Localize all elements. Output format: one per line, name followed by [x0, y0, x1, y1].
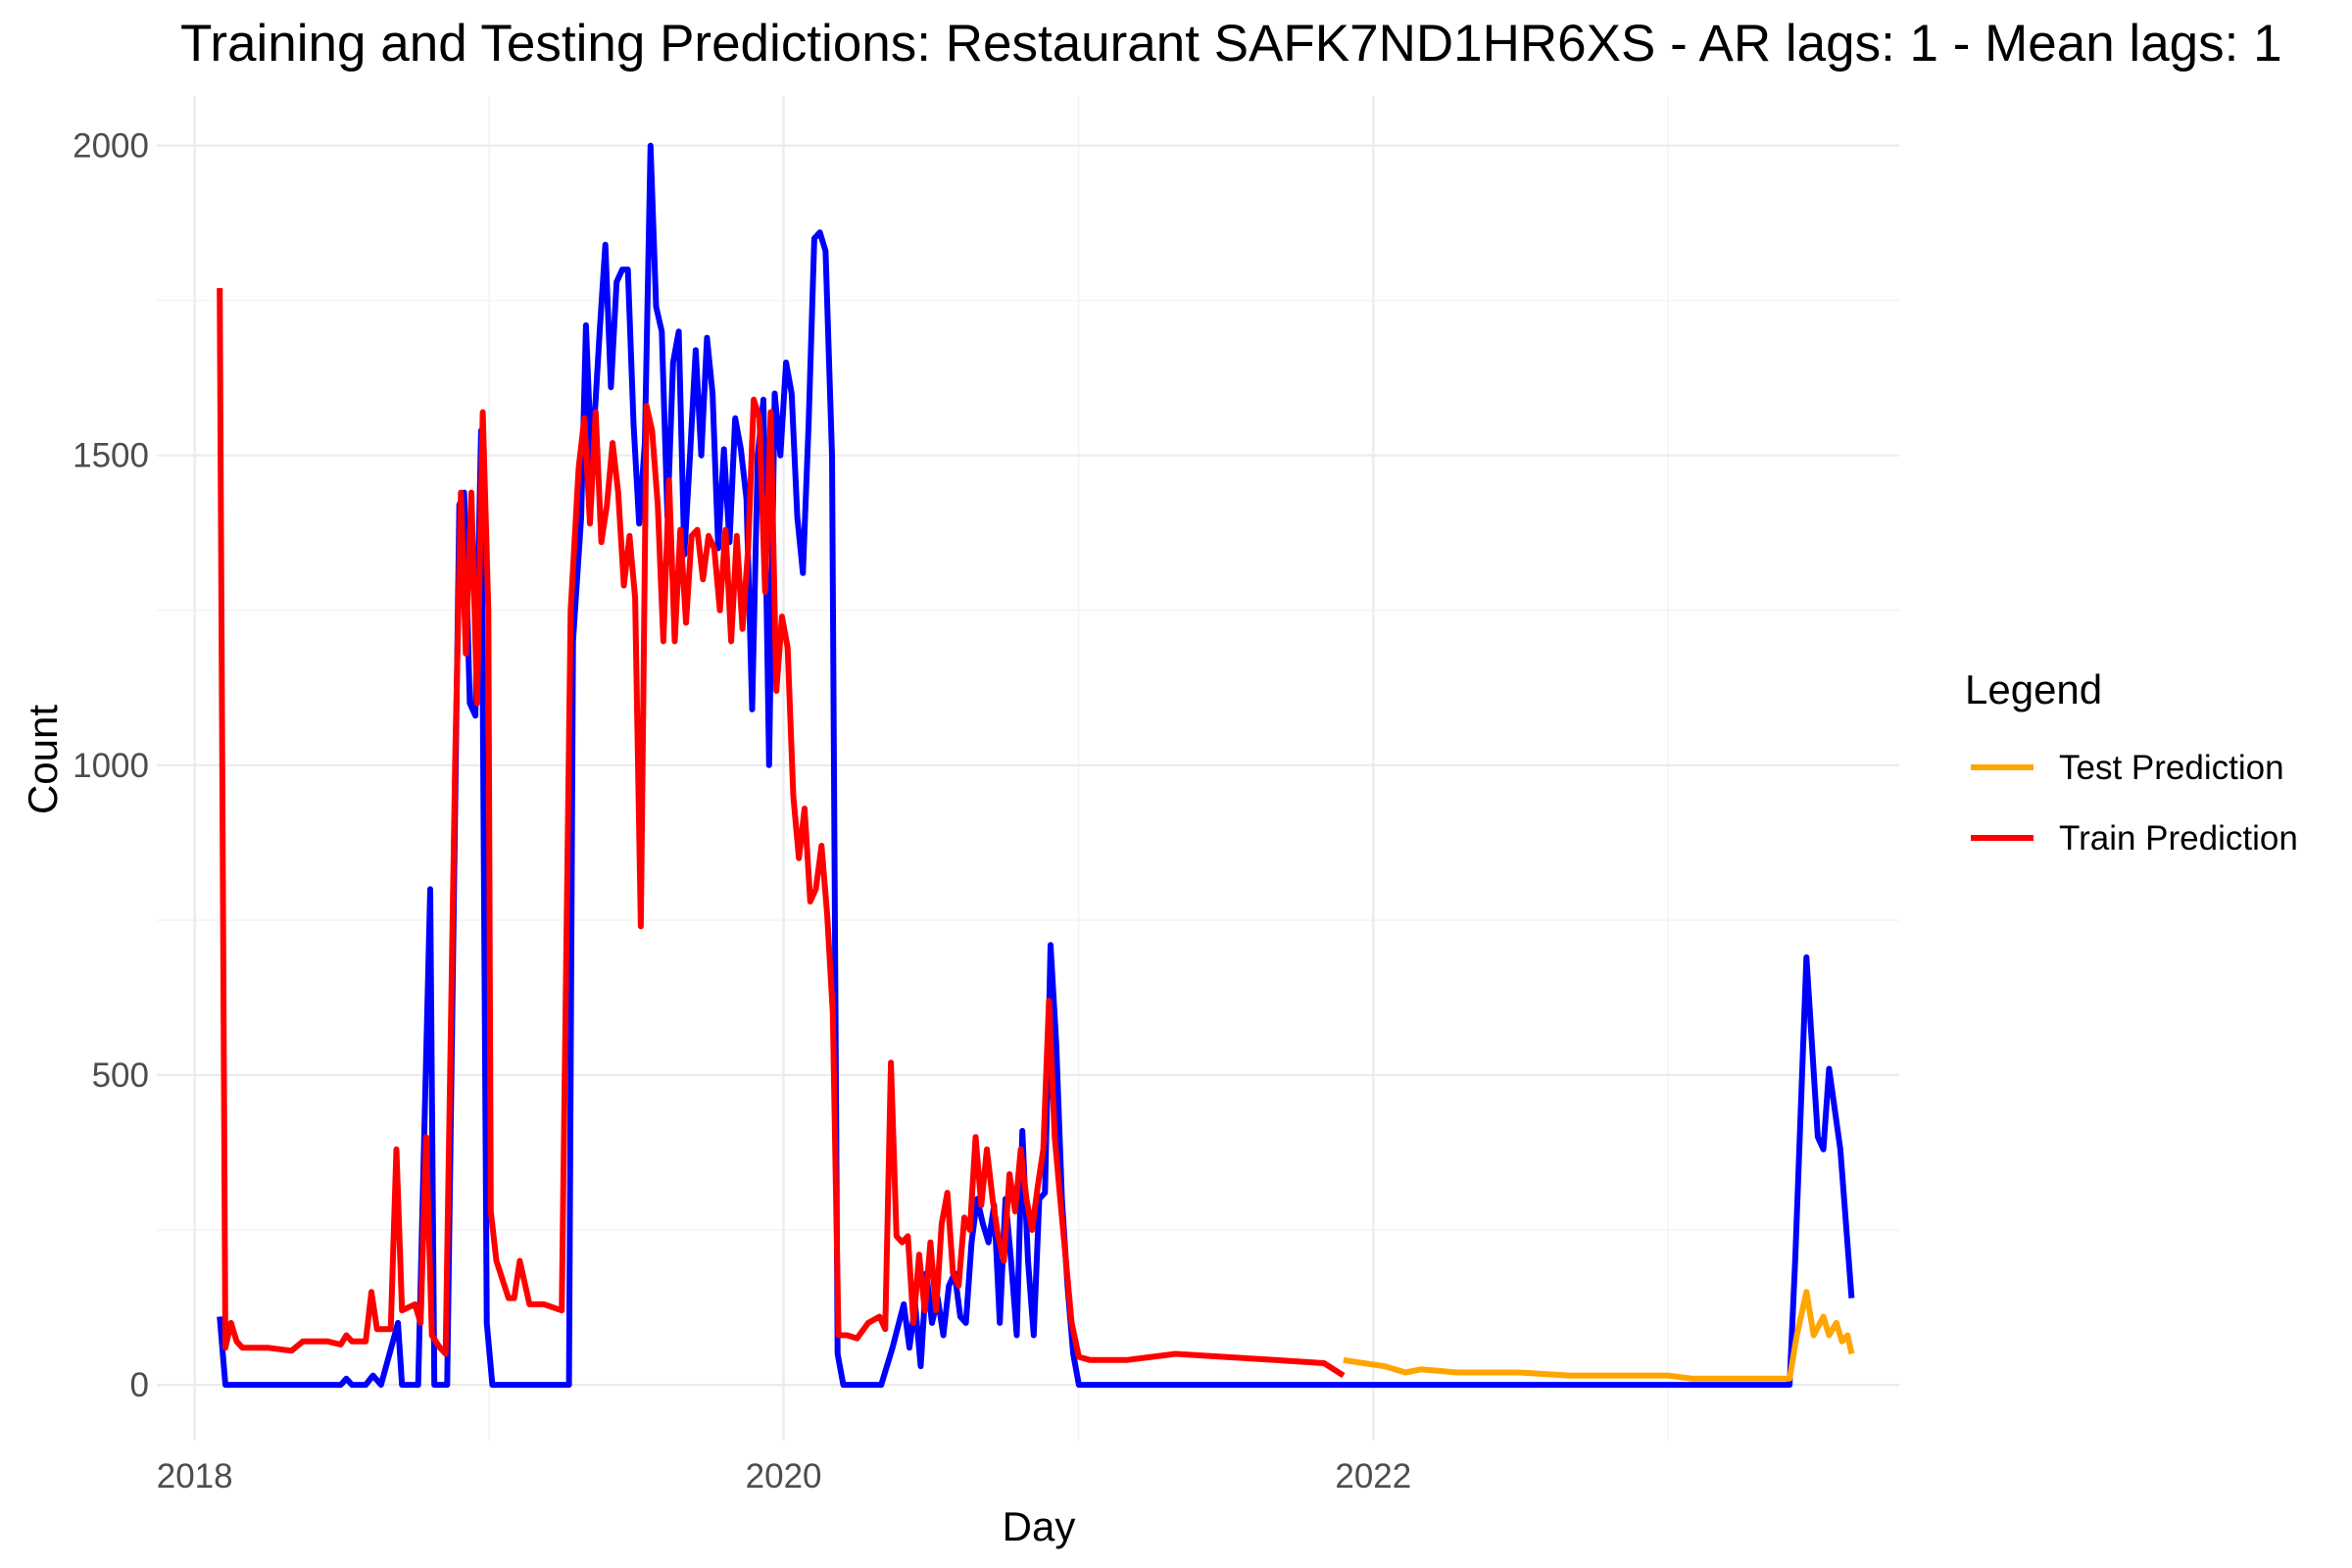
y-axis-title: Count [20, 705, 66, 814]
title-group: Training and Testing Predictions: Restau… [180, 15, 2282, 73]
x-tick-label: 2020 [746, 1457, 822, 1495]
legend-label-train-prediction: Train Prediction [2059, 819, 2298, 858]
series-line-train [217, 287, 1346, 1379]
y-tick-label: 500 [92, 1056, 149, 1095]
x-tick-label: 2022 [1335, 1457, 1411, 1495]
axes: 0 500 1000 1500 2000 2018 2020 2022 [73, 127, 1411, 1495]
y-tick-label: 2000 [73, 127, 149, 166]
x-axis-title: Day [1003, 1503, 1076, 1549]
series-lines [217, 142, 1855, 1389]
legend-title: Legend [1965, 666, 2102, 712]
chart-title: Training and Testing Predictions: Restau… [180, 15, 2282, 73]
y-tick-label: 1000 [73, 747, 149, 785]
x-tick-label: 2018 [157, 1457, 233, 1495]
y-tick-label: 1500 [73, 437, 149, 475]
series-line-test [1343, 1289, 1855, 1382]
y-tick-label: 0 [130, 1366, 149, 1404]
legend: Legend Test Prediction Train Prediction [1965, 666, 2298, 858]
grid [157, 96, 1899, 1441]
legend-label-test-prediction: Test Prediction [2059, 749, 2284, 787]
